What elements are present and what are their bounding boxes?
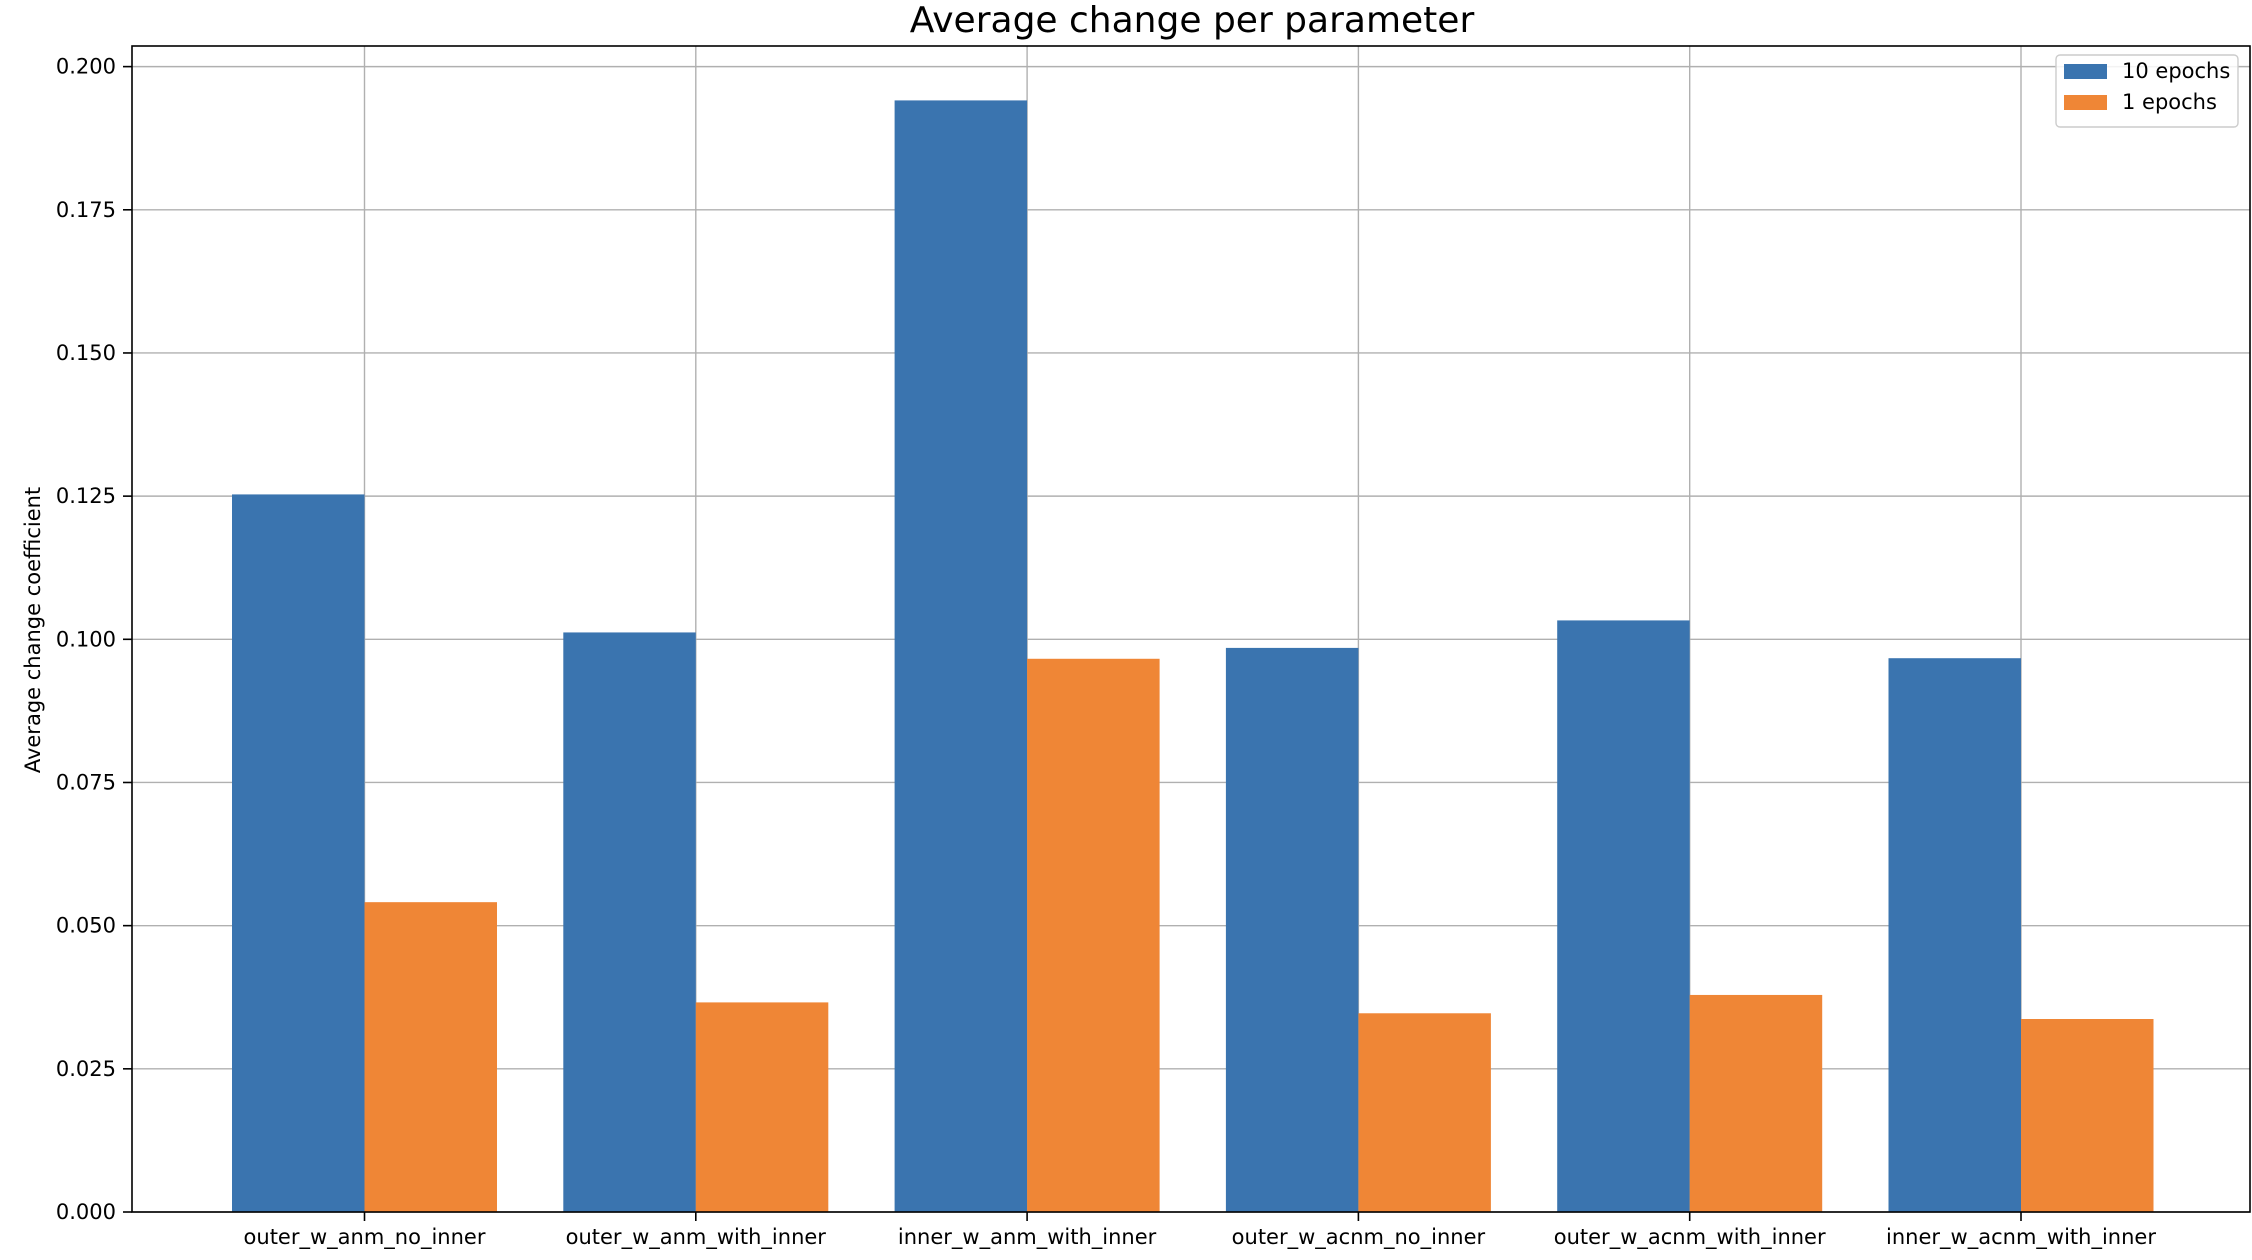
y-axis-ticks: 0.000 0.025 0.050 0.075 0.100 0.125 0.150 0.175…	[56, 55, 132, 1224]
bar-one-epoch	[1027, 658, 1160, 1212]
legend-label: 10 epochs	[2122, 59, 2230, 83]
plot-frame	[131, 45, 2251, 1213]
x-tick-label: outer_w_anm_with_inner	[566, 1225, 827, 1250]
bar-ten-epochs	[894, 100, 1028, 1212]
y-tick-label: 0.100	[56, 627, 116, 651]
bar-ten-epochs	[1557, 620, 1690, 1212]
y-tick-label: 0.075	[56, 770, 116, 794]
legend-swatch	[2064, 95, 2107, 110]
chart-title: Average change per parameter	[910, 0, 1475, 41]
y-axis-label: Average change coefficient	[21, 487, 45, 773]
bar-ten-epochs	[1225, 647, 1359, 1212]
bar-ten-epochs	[563, 632, 696, 1212]
x-tick-label: outer_w_acnm_no_inner	[1232, 1225, 1486, 1250]
y-tick-label: 0.150	[56, 341, 116, 365]
x-tick-label: inner_w_anm_with_inner	[898, 1225, 1157, 1250]
legend-label: 1 epochs	[2122, 90, 2217, 114]
bar-ten-epochs	[232, 494, 365, 1212]
bar-one-epoch	[1358, 1013, 1491, 1212]
bar-one-epoch	[695, 1002, 829, 1212]
legend: 10 epochs 1 epochs	[2055, 54, 2239, 128]
bar-one-epoch	[1689, 994, 1823, 1212]
x-axis-ticks: outer_w_anm_no_inner outer_w_anm_with_inn…	[244, 1212, 2156, 1250]
legend-swatch	[2064, 64, 2107, 79]
bar-one-epoch	[2021, 1019, 2154, 1212]
y-tick-label: 0.200	[56, 55, 116, 79]
x-tick-label: outer_w_anm_no_inner	[244, 1225, 486, 1250]
bar-ten-epochs	[1888, 658, 2021, 1212]
y-tick-label: 0.025	[56, 1057, 116, 1081]
bars	[232, 100, 2154, 1212]
y-tick-label: 0.050	[56, 914, 116, 938]
y-tick-label: 0.125	[56, 484, 116, 508]
x-tick-label: inner_w_acnm_with_inner	[1886, 1225, 2156, 1250]
y-tick-label: 0.000	[56, 1200, 116, 1224]
x-tick-label: outer_w_acnm_with_inner	[1554, 1225, 1826, 1250]
y-tick-label: 0.175	[56, 198, 116, 222]
bar-one-epoch	[364, 902, 497, 1212]
